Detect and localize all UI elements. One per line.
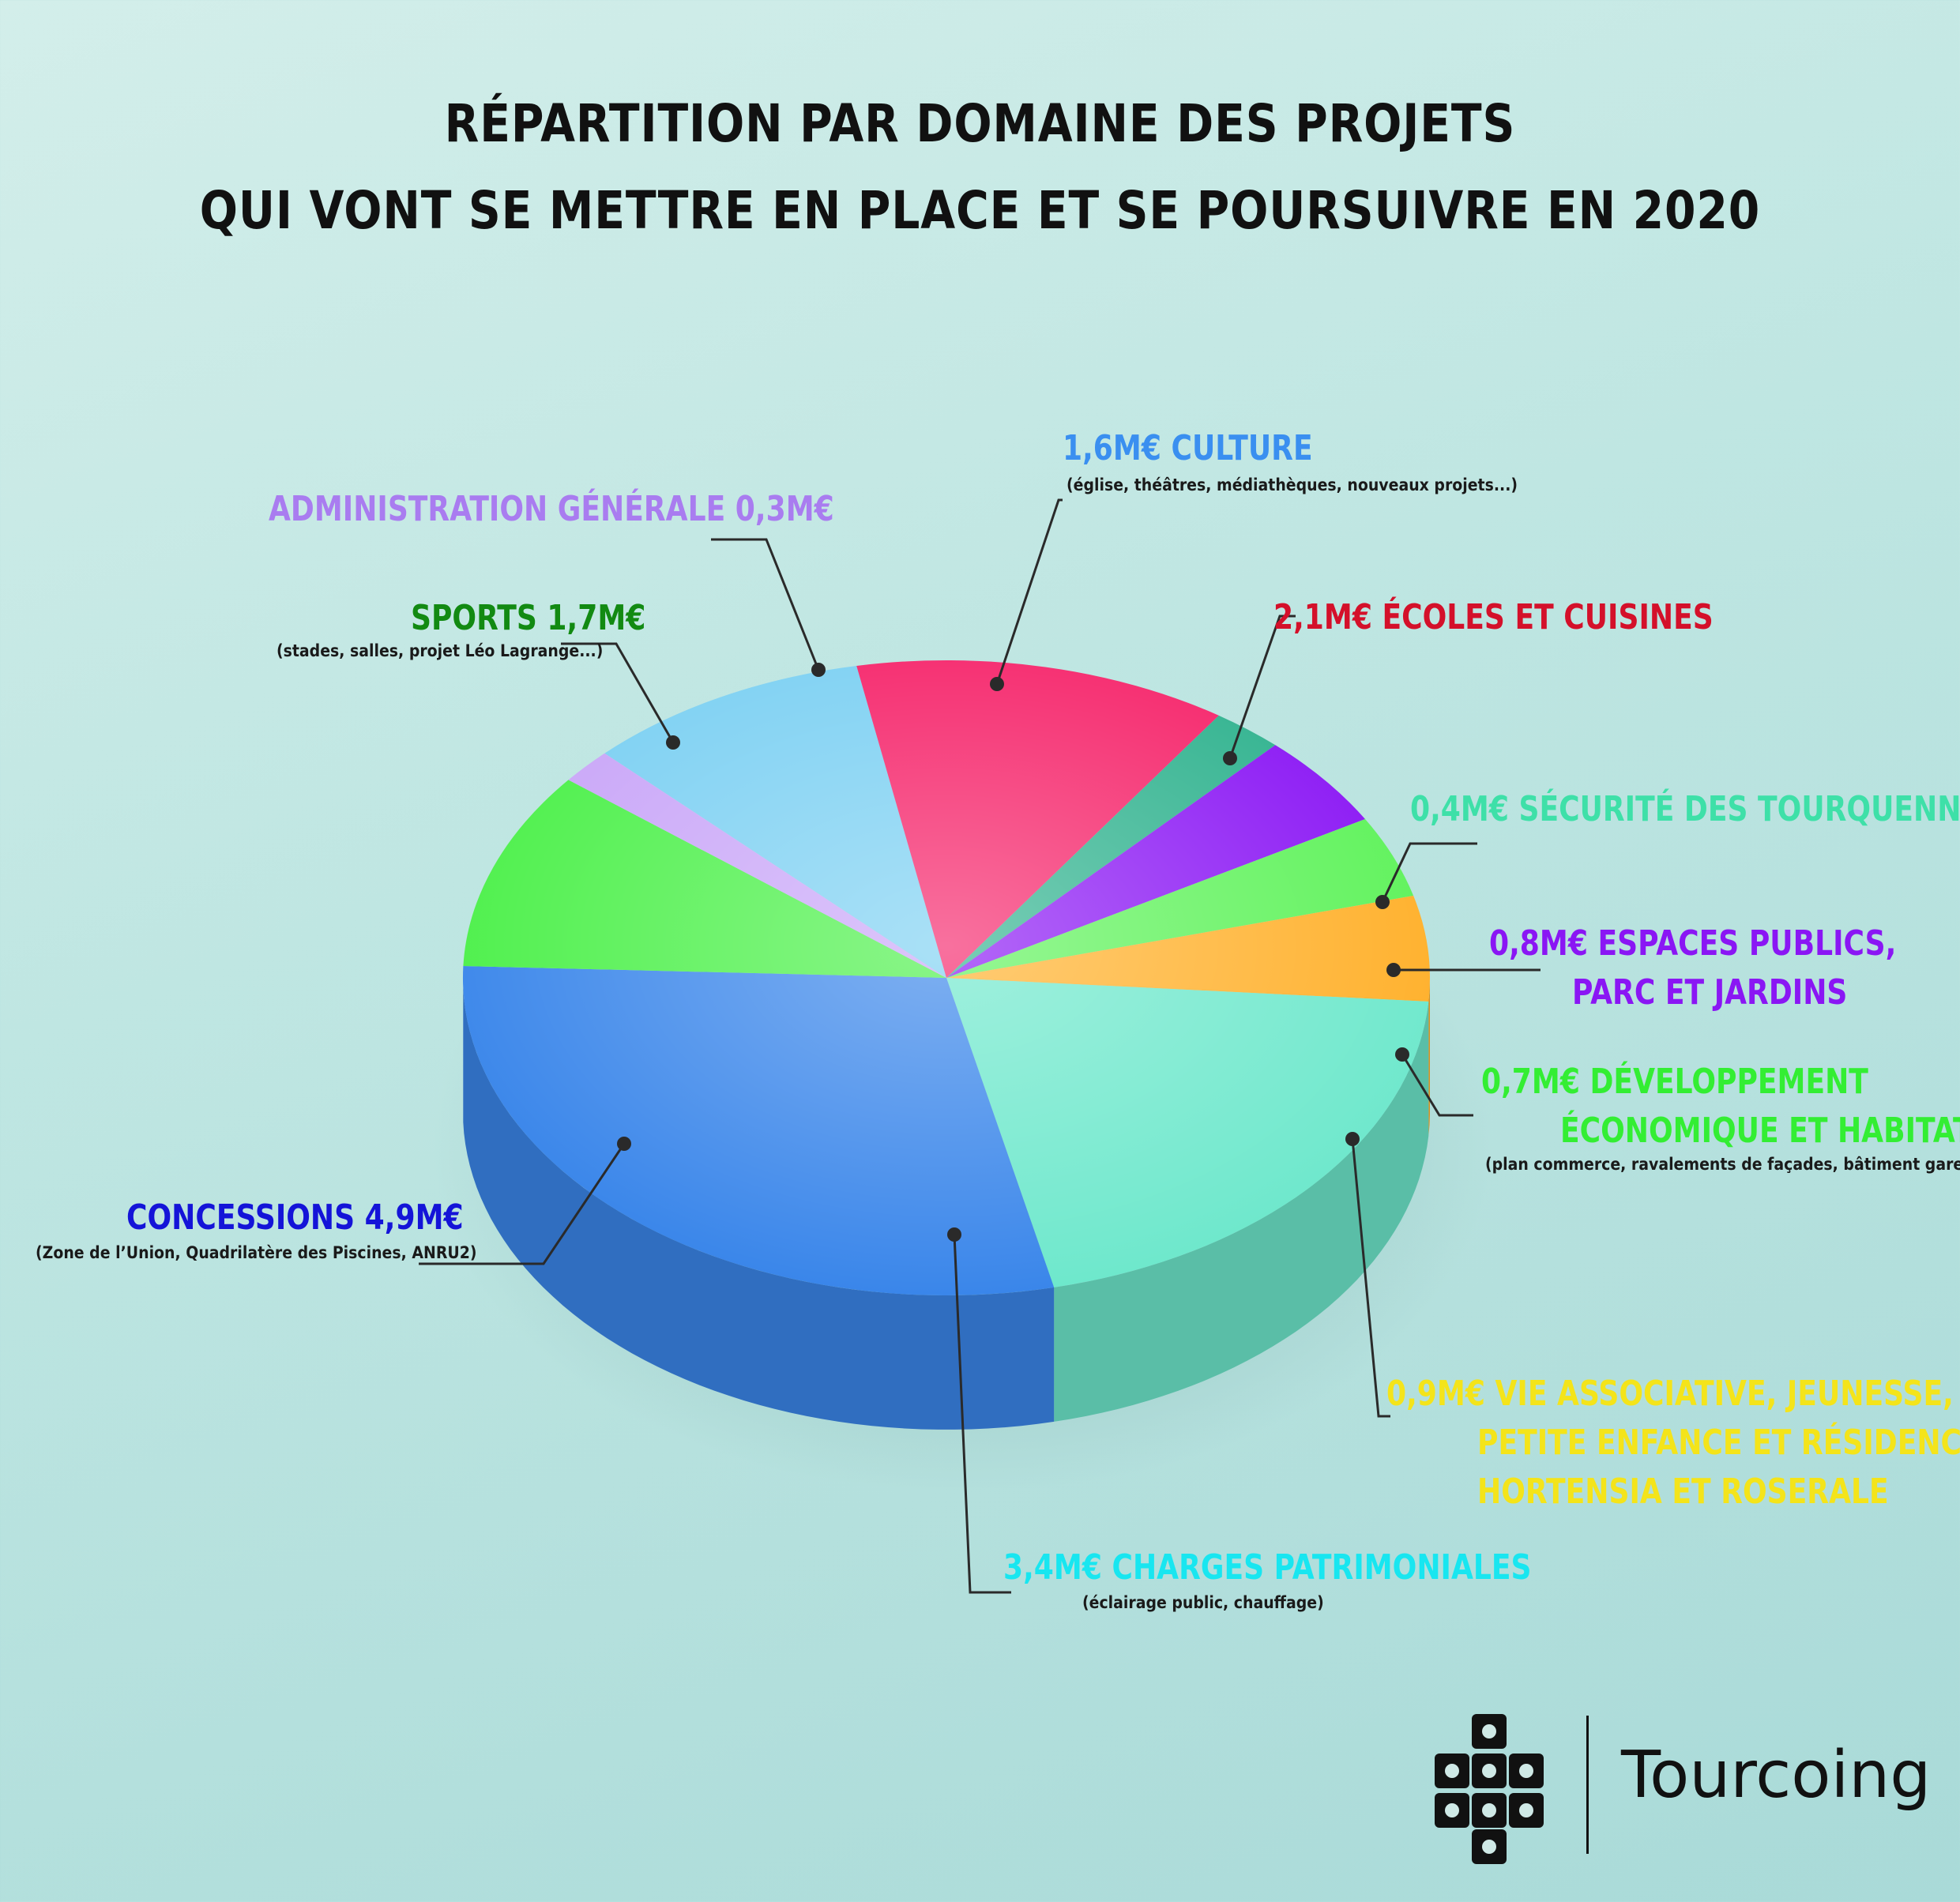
leader-line-ecoles bbox=[1228, 615, 1296, 759]
pie-side-charges bbox=[1054, 1002, 1429, 1422]
chart-title-line-2: QUI VONT SE METTRE EN PLACE ET SE POURSU… bbox=[199, 180, 1761, 241]
leader-line-securite bbox=[1381, 842, 1477, 903]
label-concessions-1: CONCESSIONS 4,9M€ bbox=[126, 1197, 464, 1238]
label-securite-1: 0,4M€ SÉCURITÉ DES TOURQUENNOIS bbox=[1410, 789, 1960, 829]
label-charges-1: 3,4M€ CHARGES PATRIMONIALES bbox=[1003, 1547, 1532, 1588]
leader-line-vie-associative bbox=[1351, 1138, 1390, 1418]
leader-dot-sports bbox=[666, 735, 680, 750]
label-vie-associative-3: HORTENSIA ET ROSERALE bbox=[1477, 1472, 1889, 1512]
label-developpement-note: (plan commerce, ravalements de façades, … bbox=[1485, 1155, 1960, 1174]
pie-side-concessions bbox=[463, 987, 1055, 1430]
label-vie-associative-1: 0,9M€ VIE ASSOCIATIVE, JEUNESSE, bbox=[1386, 1374, 1954, 1414]
tourcoing-emblem-icon bbox=[1435, 1714, 1544, 1864]
label-administration-1: ADMINISTRATION GÉNÉRALE 0,3M€ bbox=[269, 489, 834, 529]
label-culture-1: 1,6M€ CULTURE bbox=[1063, 428, 1313, 468]
leader-dot-concessions bbox=[617, 1137, 631, 1151]
leader-dot-espaces bbox=[1386, 963, 1401, 977]
logo-divider bbox=[1586, 1716, 1589, 1854]
label-developpement-2: ÉCONOMIQUE ET HABITAT bbox=[1560, 1111, 1960, 1151]
leader-dot-culture bbox=[990, 677, 1004, 691]
label-sports-1: SPORTS 1,7M€ bbox=[411, 598, 646, 638]
leader-dot-administration bbox=[811, 663, 826, 677]
label-vie-associative-2: PETITE ENFANCE ET RÉSIDENCES bbox=[1477, 1423, 1960, 1463]
chart-title-line-1: RÉPARTITION PAR DOMAINE DES PROJETS bbox=[444, 93, 1516, 154]
leader-line-administration bbox=[711, 538, 820, 671]
label-sports-note: (stades, salles, projet Léo Lagrange...) bbox=[277, 641, 604, 660]
label-culture-note: (église, théâtres, médiathèques, nouveau… bbox=[1067, 476, 1518, 494]
leader-dot-ecoles bbox=[1223, 751, 1237, 765]
label-concessions-note: (Zone de l’Union, Quadrilatère des Pisci… bbox=[36, 1243, 477, 1262]
leader-dot-vie-associative bbox=[1345, 1132, 1360, 1146]
leader-dot-charges bbox=[947, 1227, 961, 1242]
leader-line-sports bbox=[561, 642, 675, 743]
label-developpement-1: 0,7M€ DÉVELOPPEMENT bbox=[1481, 1062, 1868, 1102]
leader-line-culture bbox=[995, 498, 1063, 685]
pie-side-vie-associative bbox=[1428, 980, 1430, 1136]
label-espaces-2: PARC ET JARDINS bbox=[1572, 972, 1848, 1013]
label-ecoles-1: 2,1M€ ÉCOLES ET CUISINES bbox=[1273, 597, 1714, 637]
label-espaces-1: 0,8M€ ESPACES PUBLICS, bbox=[1489, 923, 1897, 964]
leader-line-charges bbox=[953, 1234, 1011, 1594]
leader-line-developpement bbox=[1401, 1054, 1473, 1117]
label-charges-note: (éclairage public, chauffage) bbox=[1082, 1593, 1324, 1612]
leader-dot-securite bbox=[1375, 895, 1390, 909]
leader-line-concessions bbox=[419, 1143, 626, 1265]
pie-highlight bbox=[463, 660, 1430, 1295]
logo-wordmark: Tourcoing bbox=[1621, 1738, 1932, 1813]
leader-dot-developpement bbox=[1395, 1047, 1409, 1062]
